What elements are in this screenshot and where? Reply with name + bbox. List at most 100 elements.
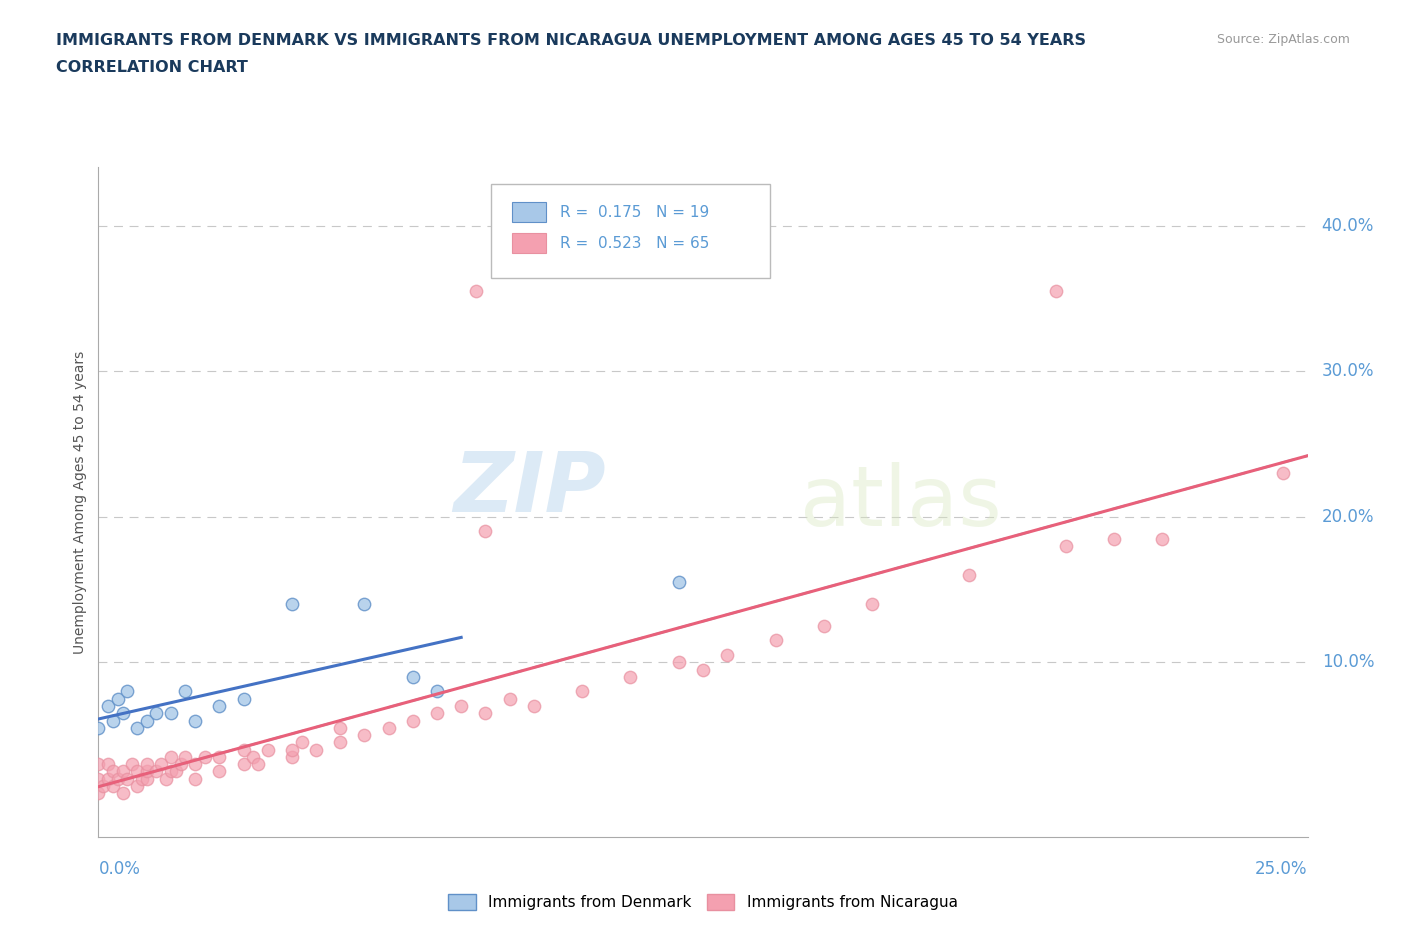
Point (860, 597, 883, 612)
Point (1045, 284, 1067, 299)
Point (247, 757, 270, 772)
Point (281, 742, 304, 757)
Point (619, 670, 641, 684)
Point (474, 706, 496, 721)
Point (87, 786, 110, 801)
Text: 10.0%: 10.0% (1322, 653, 1374, 671)
Point (1054, 538, 1077, 553)
Point (165, 764, 187, 779)
Point (121, 757, 143, 772)
Point (160, 750, 183, 764)
Point (716, 647, 738, 662)
Point (256, 742, 278, 757)
Point (145, 706, 167, 721)
Text: 30.0%: 30.0% (1322, 362, 1374, 380)
Y-axis label: Unemployment Among Ages 45 to 54 years: Unemployment Among Ages 45 to 54 years (73, 351, 87, 654)
Text: ZIP: ZIP (454, 448, 606, 529)
Point (97, 757, 120, 772)
Text: 25.0%: 25.0% (1256, 860, 1308, 878)
Point (377, 721, 399, 736)
Point (668, 655, 690, 670)
Point (523, 698, 546, 713)
Point (97, 771, 120, 786)
Point (131, 771, 153, 786)
Point (281, 750, 304, 764)
Point (1102, 531, 1125, 546)
Point (242, 750, 264, 764)
Point (184, 757, 207, 772)
Point (426, 684, 449, 698)
Point (127, 778, 149, 793)
Point (97, 698, 120, 713)
Point (101, 778, 124, 793)
Point (450, 698, 472, 713)
Point (117, 771, 139, 786)
Point (1272, 466, 1295, 481)
Point (402, 670, 425, 684)
Point (174, 750, 197, 764)
Text: R =  0.175   N = 19: R = 0.175 N = 19 (561, 205, 710, 219)
Point (111, 786, 134, 801)
Point (160, 764, 183, 779)
Point (402, 713, 425, 728)
Text: CORRELATION CHART: CORRELATION CHART (56, 60, 247, 75)
Point (692, 662, 714, 677)
Point (813, 618, 835, 633)
Point (232, 757, 254, 772)
Point (87, 721, 110, 736)
Point (957, 567, 980, 582)
Point (101, 764, 124, 779)
Legend: Immigrants from Denmark, Immigrants from Nicaragua: Immigrants from Denmark, Immigrants from… (443, 888, 963, 916)
Point (91, 778, 114, 793)
Point (281, 597, 304, 612)
Point (184, 713, 207, 728)
Point (329, 735, 352, 750)
FancyBboxPatch shape (492, 184, 769, 278)
Point (353, 727, 375, 742)
Point (571, 684, 593, 698)
Point (169, 757, 191, 772)
Text: Source: ZipAtlas.com: Source: ZipAtlas.com (1216, 33, 1350, 46)
Point (160, 706, 183, 721)
Point (232, 742, 254, 757)
Point (111, 706, 134, 721)
Point (101, 713, 124, 728)
Point (464, 284, 486, 299)
Point (208, 750, 231, 764)
Point (474, 524, 496, 538)
Point (208, 764, 231, 779)
Point (329, 721, 352, 736)
Point (150, 757, 173, 772)
Point (107, 691, 129, 706)
Point (135, 757, 157, 772)
Point (208, 698, 231, 713)
FancyBboxPatch shape (512, 233, 546, 253)
Point (145, 764, 167, 779)
Text: 0.0%: 0.0% (98, 860, 141, 878)
Point (232, 691, 254, 706)
Text: IMMIGRANTS FROM DENMARK VS IMMIGRANTS FROM NICARAGUA UNEMPLOYMENT AMONG AGES 45 : IMMIGRANTS FROM DENMARK VS IMMIGRANTS FR… (56, 33, 1087, 47)
Point (155, 771, 177, 786)
Text: atlas: atlas (800, 461, 1001, 543)
Text: R =  0.523   N = 65: R = 0.523 N = 65 (561, 235, 710, 250)
Point (135, 713, 157, 728)
Point (290, 735, 312, 750)
Point (87, 757, 110, 772)
Point (426, 706, 449, 721)
FancyBboxPatch shape (512, 202, 546, 222)
Point (765, 633, 787, 648)
Point (668, 575, 690, 590)
Point (184, 771, 207, 786)
Point (117, 684, 139, 698)
Point (135, 764, 157, 779)
Point (111, 764, 134, 779)
Point (1152, 531, 1174, 546)
Point (107, 771, 129, 786)
Point (194, 750, 217, 764)
Point (498, 691, 520, 706)
Point (87, 771, 110, 786)
Text: 40.0%: 40.0% (1322, 217, 1374, 234)
Point (127, 721, 149, 736)
Text: 20.0%: 20.0% (1322, 508, 1374, 525)
Point (305, 742, 328, 757)
